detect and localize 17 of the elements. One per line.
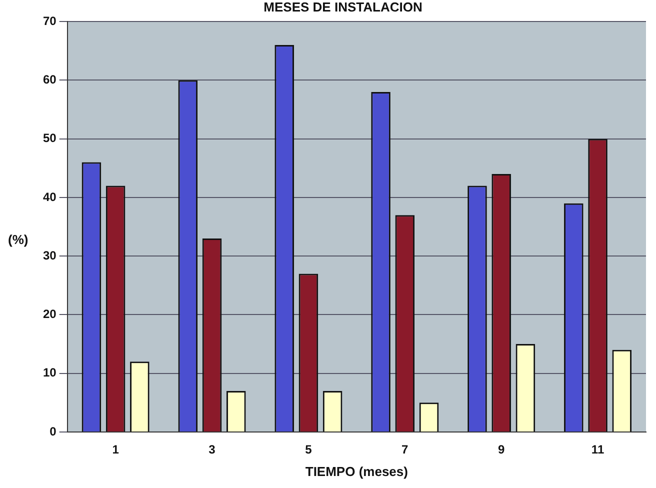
y-axis-title: (%) [8,232,28,247]
x-tick-label: 7 [402,442,409,457]
y-tick-label: 40 [42,190,57,204]
y-tick-label: 30 [42,248,57,262]
y-tick-label: 50 [42,131,57,146]
y-tick-label: 20 [42,307,57,322]
y-tick-label: 70 [42,14,57,28]
x-tick-label: 1 [112,442,120,457]
y-tick-label: 60 [42,72,57,87]
x-axis-title: TIEMPO (meses) [305,464,408,479]
x-tick-label: 3 [208,442,216,457]
x-tick-label: 11 [591,442,604,457]
x-tick-label: 9 [498,442,505,457]
chart-title: MESES DE INSTALACION [264,0,422,14]
y-tick-label: 10 [42,366,57,380]
x-tick-label: 5 [305,442,312,457]
y-tick-label: 0 [50,424,57,438]
